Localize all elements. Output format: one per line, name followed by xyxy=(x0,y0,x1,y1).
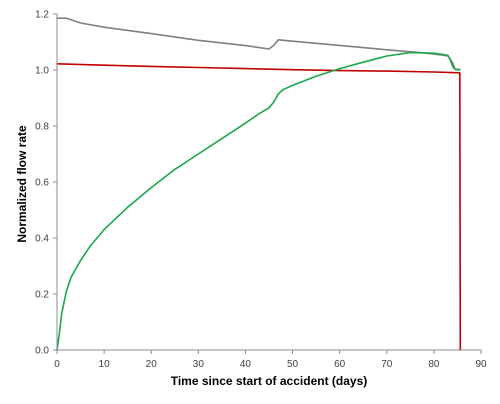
axes: 0.0 0.2 0.4 0.6 0.8 1.0 1.2 0 10 20 30 40 50 60 70 80 90 xyxy=(35,10,487,371)
y-tick-label: 0.2 xyxy=(35,290,49,301)
y-tick-label: 0.8 xyxy=(35,122,49,133)
gray-series-line xyxy=(56,17,461,71)
y-tick-label: 1.2 xyxy=(35,10,49,21)
x-tick-label: 0 xyxy=(54,359,60,370)
x-tick-label: 70 xyxy=(381,359,393,370)
y-tick-label: 0.4 xyxy=(35,234,49,245)
x-tick-label: 20 xyxy=(146,359,158,370)
x-tick-label: 10 xyxy=(99,359,111,370)
x-tick-label: 30 xyxy=(193,359,205,370)
green-series-line xyxy=(56,51,461,351)
y-tick-label: 0.6 xyxy=(35,178,49,189)
y-axis-title: Normalized flow rate xyxy=(15,125,29,243)
x-tick-label: 60 xyxy=(334,359,346,370)
red-series-line xyxy=(56,62,462,351)
y-tick-label: 0.0 xyxy=(35,346,49,357)
x-axis-title: Time since start of accident (days) xyxy=(171,374,368,388)
x-tick-label: 50 xyxy=(287,359,299,370)
x-tick-label: 80 xyxy=(428,359,440,370)
y-tick-label: 1.0 xyxy=(35,66,49,77)
x-tick-label: 90 xyxy=(475,359,487,370)
x-tick-label: 40 xyxy=(240,359,252,370)
series-lines xyxy=(56,17,462,351)
